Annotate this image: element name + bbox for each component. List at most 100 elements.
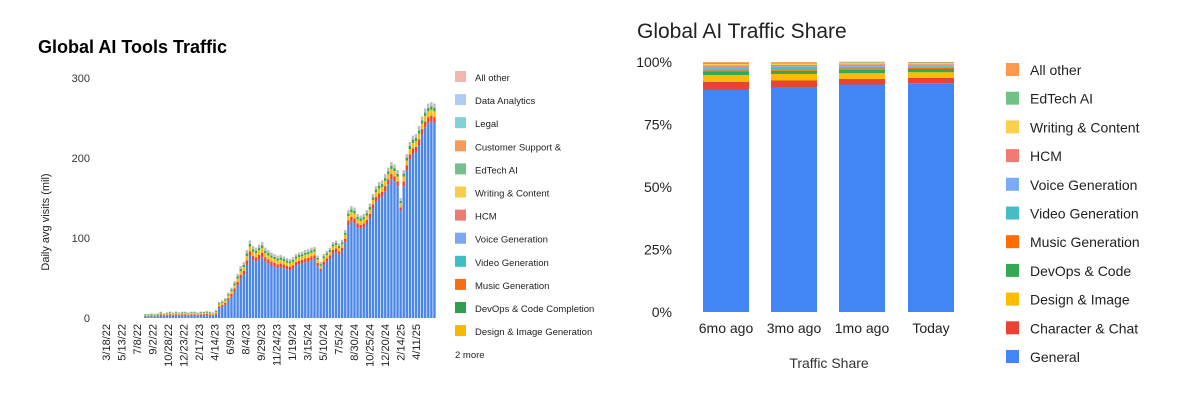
left-bar-segment-devops	[350, 209, 353, 213]
left-bar-segment-devops	[181, 312, 184, 314]
right-legend-swatch	[1006, 350, 1019, 363]
left-bar-segment-devops	[165, 313, 169, 314]
left-bar-segment-design	[331, 246, 335, 250]
right-bar-segment-writing-content	[771, 63, 817, 65]
left-bar-segment-character	[276, 264, 279, 269]
left-x-tick-label: 11/24/23	[272, 324, 284, 366]
left-bar-segment-general	[279, 267, 282, 318]
left-bar-segment-general	[174, 315, 178, 318]
left-bar-segment-other	[168, 311, 172, 313]
left-bar-segment-other	[322, 254, 325, 257]
left-bar-segment-general	[353, 223, 356, 318]
left-bar-segment-other	[261, 242, 264, 246]
left-bar-segment-devops	[307, 251, 310, 255]
left-bar-segment-design	[328, 252, 332, 256]
left-bar-segment-character	[316, 263, 319, 267]
left-bar-segment-design	[150, 314, 153, 316]
left-bar-segment-other	[325, 250, 329, 254]
left-bar-segment-character	[261, 252, 264, 258]
left-bar-segment-character	[350, 216, 353, 222]
left-bar-segment-other	[353, 207, 356, 211]
right-bar-segment-edtech-ai	[771, 62, 817, 64]
left-bar-segment-other	[190, 311, 193, 313]
right-x-tick-label: 6mo ago	[699, 320, 754, 336]
left-bar-segment-design	[427, 111, 430, 118]
left-bar-segment-other	[316, 255, 319, 258]
left-bar-segment-general	[334, 252, 338, 318]
left-bar-segment-general	[359, 228, 362, 318]
right-bar-segment-devops-code	[771, 70, 817, 74]
left-bar-segment-design	[319, 265, 322, 269]
left-bar-segment-character	[178, 314, 181, 316]
left-bar-segment-general	[417, 145, 421, 318]
left-bar-segment-character	[420, 129, 424, 135]
global-ai-tools-traffic-chart: Global AI Tools Traffic Daily avg visits…	[38, 37, 594, 367]
left-legend-label: Customer Support &	[475, 142, 562, 153]
left-bar-segment-devops	[411, 139, 415, 143]
left-bar-segment-design	[181, 313, 184, 315]
left-bar-segment-design	[270, 257, 273, 262]
left-bar-segment-devops	[337, 246, 341, 249]
left-bar-segment-character	[417, 139, 421, 146]
left-bar-segment-devops	[374, 189, 378, 193]
left-bar-segment-design	[174, 313, 178, 315]
left-bar-segment-devops	[239, 268, 242, 271]
left-bar-segment-general	[384, 191, 387, 318]
left-bar-segment-character	[344, 238, 347, 243]
left-bar-segment-character	[168, 314, 172, 316]
left-x-tick-label: 12/23/22	[178, 324, 190, 367]
left-bar-segment-other	[331, 242, 335, 245]
left-bar-segment-design	[156, 314, 159, 316]
right-legend-swatch	[1006, 120, 1019, 134]
left-bar-segment-devops	[251, 249, 255, 252]
left-bar-segment-devops	[150, 313, 153, 315]
left-bar-segment-design	[362, 219, 365, 224]
left-bar-segment-devops	[405, 157, 408, 161]
right-legend-label: Video Generation	[1030, 206, 1139, 222]
left-y-tick-label: 300	[72, 73, 90, 85]
left-bar-segment-character	[399, 207, 402, 212]
left-legend-swatch	[455, 325, 466, 337]
left-x-tick-label: 7/5/24	[334, 324, 346, 355]
left-bar-segment-general	[427, 122, 430, 319]
left-legend-label: Voice Generation	[475, 235, 548, 246]
left-bar-segment-other	[251, 246, 255, 250]
left-legend-more-link[interactable]: 2 more	[455, 350, 485, 361]
left-x-tick-label: 4/14/23	[209, 324, 221, 361]
left-legend-swatch	[455, 302, 466, 313]
left-bar-segment-devops	[211, 313, 215, 314]
left-bar-segment-other	[420, 116, 424, 121]
left-bar-segment-character	[233, 288, 236, 292]
left-bar-segment-design	[279, 259, 282, 264]
left-bar-segment-devops	[356, 216, 359, 220]
left-bar-segment-other	[254, 247, 258, 251]
global-ai-traffic-share-chart: Global AI Traffic Share 0%25%50%75%100% …	[636, 20, 1140, 371]
left-legend-swatch	[455, 209, 466, 221]
left-legend-label: HCM	[475, 212, 497, 223]
right-legend-label: Voice Generation	[1030, 177, 1137, 193]
left-bar-segment-design	[248, 246, 252, 252]
left-bar-segment-general	[171, 315, 175, 318]
left-bar-segment-design	[417, 133, 421, 140]
left-bar-segment-other	[184, 311, 187, 313]
right-legend-swatch	[1006, 177, 1019, 191]
right-bar-segment-music-generation	[771, 69, 817, 71]
left-legend-label: Design & Image Generation	[475, 327, 592, 338]
left-bar-segment-character	[337, 251, 341, 255]
left-bar-segment-design	[178, 313, 181, 315]
left-bar-segment-other	[193, 311, 196, 313]
left-bar-segment-devops	[387, 171, 390, 175]
left-bar-segment-devops	[427, 107, 430, 112]
left-bar-segment-character	[334, 248, 338, 253]
right-legend-swatch	[1006, 263, 1019, 277]
right-bar-segment-general	[703, 89, 749, 312]
left-bar-segment-general	[196, 315, 199, 318]
left-bar-segment-other	[356, 214, 359, 217]
left-bar-segment-character	[239, 274, 242, 279]
left-bar-segment-general	[150, 316, 153, 318]
left-bar-segment-design	[377, 188, 381, 194]
left-bar-segment-general	[411, 153, 415, 318]
left-bar-segment-general	[251, 260, 255, 318]
left-bar-segment-general	[365, 224, 368, 318]
left-bar-segment-design	[236, 278, 239, 283]
